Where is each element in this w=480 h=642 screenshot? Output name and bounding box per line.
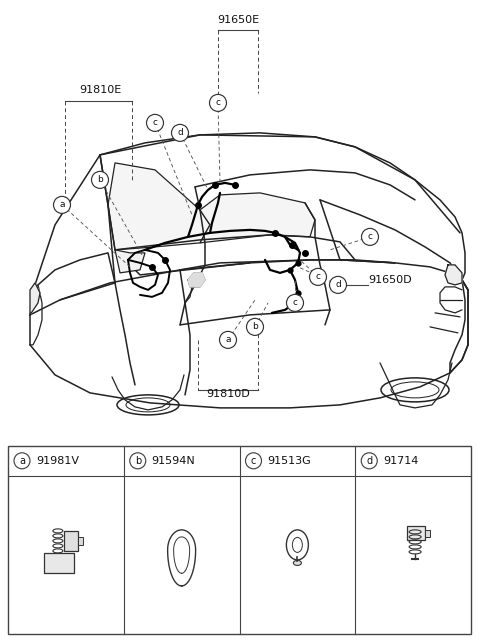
Circle shape	[361, 453, 377, 469]
Text: c: c	[292, 299, 298, 308]
Circle shape	[53, 196, 71, 213]
Circle shape	[219, 331, 237, 349]
Text: 91810E: 91810E	[79, 85, 121, 95]
Polygon shape	[445, 265, 462, 285]
Text: a: a	[19, 456, 25, 466]
Text: d: d	[335, 281, 341, 290]
Text: d: d	[177, 128, 183, 137]
Circle shape	[287, 295, 303, 311]
Polygon shape	[188, 273, 205, 287]
Circle shape	[130, 453, 146, 469]
FancyBboxPatch shape	[407, 526, 425, 540]
Text: d: d	[366, 456, 372, 466]
Text: 91981V: 91981V	[36, 456, 79, 466]
Circle shape	[14, 453, 30, 469]
Text: 91714: 91714	[383, 456, 419, 466]
Text: c: c	[315, 272, 321, 281]
Circle shape	[209, 94, 227, 111]
Circle shape	[245, 453, 262, 469]
Text: c: c	[153, 118, 157, 127]
Circle shape	[171, 125, 189, 141]
Circle shape	[247, 318, 264, 335]
Text: b: b	[134, 456, 141, 466]
Polygon shape	[200, 193, 315, 243]
Polygon shape	[115, 250, 145, 273]
Text: 91513G: 91513G	[267, 456, 311, 466]
Ellipse shape	[293, 560, 301, 566]
FancyBboxPatch shape	[78, 537, 83, 545]
Text: a: a	[59, 200, 65, 209]
Text: c: c	[251, 456, 256, 466]
Text: 91810D: 91810D	[206, 389, 250, 399]
Text: a: a	[225, 335, 231, 344]
Text: c: c	[368, 232, 372, 241]
FancyBboxPatch shape	[64, 531, 78, 551]
Circle shape	[329, 277, 347, 293]
Polygon shape	[30, 283, 40, 315]
Circle shape	[146, 114, 164, 132]
Circle shape	[310, 268, 326, 286]
FancyBboxPatch shape	[425, 530, 430, 537]
Text: 91650D: 91650D	[368, 275, 412, 285]
Text: 91650E: 91650E	[217, 15, 259, 25]
Polygon shape	[108, 163, 210, 250]
Circle shape	[92, 171, 108, 188]
Text: b: b	[252, 322, 258, 331]
Text: c: c	[216, 98, 220, 107]
Circle shape	[361, 229, 379, 245]
Text: b: b	[97, 175, 103, 184]
Text: 91594N: 91594N	[152, 456, 195, 466]
FancyBboxPatch shape	[44, 553, 74, 573]
